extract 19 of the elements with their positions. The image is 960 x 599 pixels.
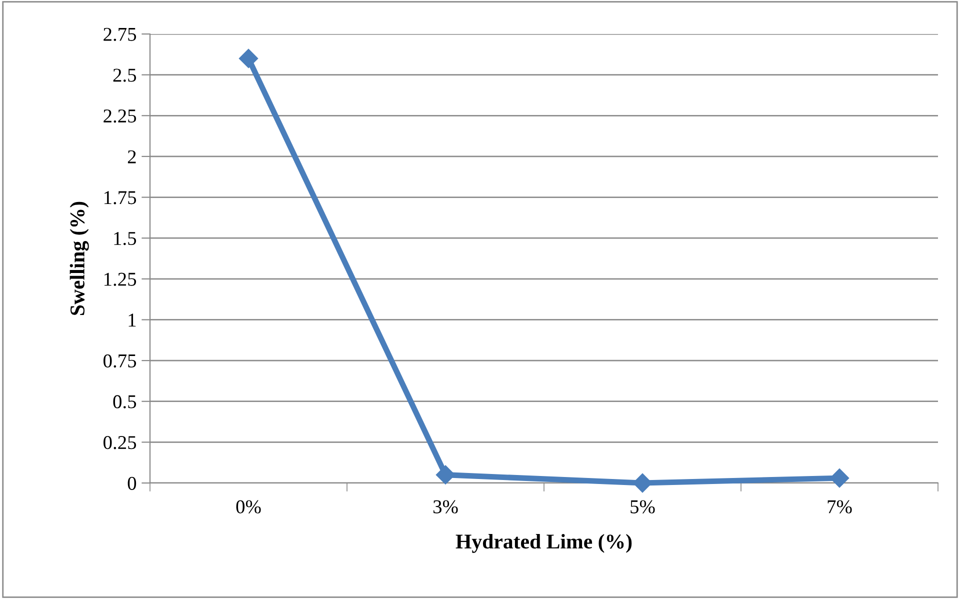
x-tick-label: 7%	[828, 500, 852, 514]
x-tick-label: 3%	[433, 500, 458, 514]
y-tick-label: 2	[128, 150, 136, 164]
y-tick-label: 0.5	[113, 395, 136, 408]
y-tick-label: 1	[128, 314, 136, 326]
y-tick-label: 2.25	[104, 110, 136, 123]
y-axis-title: Swelling (%)	[70, 202, 89, 315]
y-tick-label: 1.5	[114, 232, 136, 246]
x-axis-title: Hydrated Lime (%)	[456, 534, 632, 553]
y-tick-label: 0.75	[104, 354, 136, 368]
y-tick-label: 2.5	[113, 68, 136, 82]
y-tick-label: 1.75	[104, 191, 136, 204]
x-tick-label: 0%	[236, 500, 261, 514]
point	[238, 48, 258, 68]
y-tick-label: 0	[128, 476, 136, 490]
y-tick-label: 0.25	[104, 436, 136, 450]
y-tick-label: 1.25	[104, 272, 136, 286]
x-tick-label: 5%	[630, 500, 655, 514]
y-tick-label: 2.75	[104, 28, 136, 42]
